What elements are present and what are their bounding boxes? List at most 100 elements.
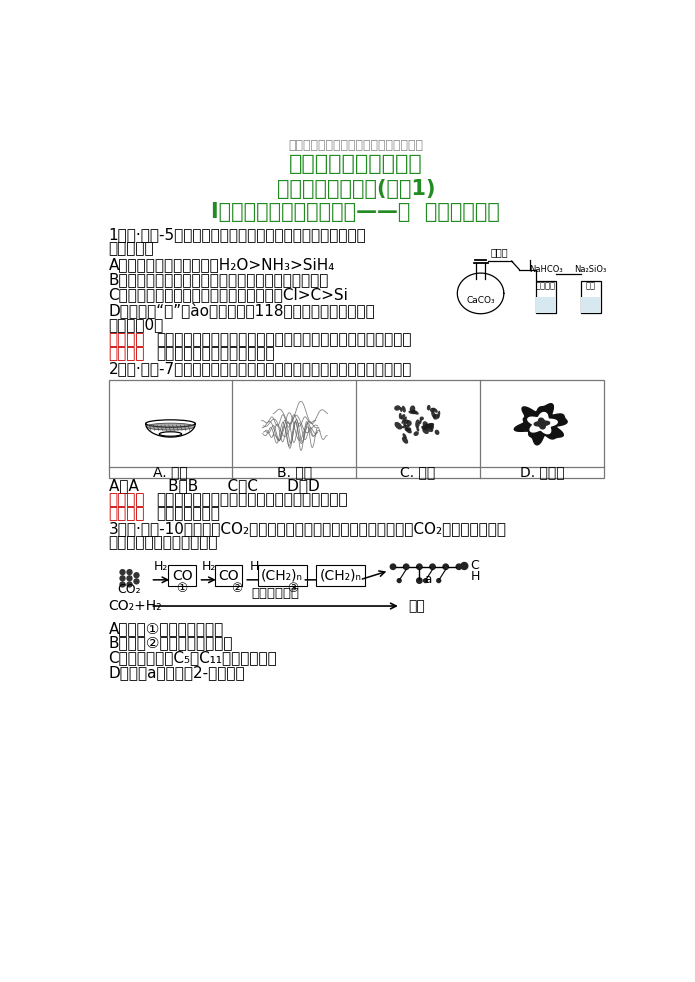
Circle shape	[134, 573, 139, 577]
Ellipse shape	[423, 421, 428, 428]
Bar	[537, 298, 555, 312]
Text: 溶液: 溶液	[586, 282, 596, 291]
Text: C: C	[471, 560, 480, 573]
Ellipse shape	[434, 430, 439, 435]
Text: B．氢元素与其它元素可形成共价化合物或离子化合物: B．氢元素与其它元素可形成共价化合物或离子化合物	[108, 272, 329, 287]
Text: Ⅰ一无机非金属材料的主角——硅  （碳族元素）: Ⅰ一无机非金属材料的主角——硅 （碳族元素）	[211, 201, 500, 222]
Ellipse shape	[402, 425, 410, 428]
Text: 稀盐酸: 稀盐酸	[491, 246, 508, 257]
Circle shape	[424, 578, 427, 582]
Text: 如下。下列说法不正确的是: 如下。下列说法不正确的是	[108, 535, 218, 550]
Ellipse shape	[414, 431, 419, 436]
Text: D．图中a的名称是2-甲基丁烷: D．图中a的名称是2-甲基丁烷	[108, 665, 245, 680]
Ellipse shape	[403, 423, 407, 426]
Text: 不正确的是: 不正确的是	[108, 242, 154, 256]
Ellipse shape	[423, 428, 429, 434]
Circle shape	[134, 579, 139, 584]
Text: (CH₂)ₙ: (CH₂)ₙ	[319, 569, 361, 583]
Polygon shape	[528, 412, 557, 434]
Text: 【考点】: 【考点】	[108, 492, 145, 508]
Text: H₂: H₂	[154, 560, 168, 573]
Circle shape	[127, 575, 132, 580]
Text: H₂: H₂	[202, 560, 215, 573]
Ellipse shape	[402, 406, 406, 412]
Ellipse shape	[425, 425, 433, 432]
Ellipse shape	[422, 427, 426, 429]
Text: C．汽油主要是C₅～C₁₁的烃类混合物: C．汽油主要是C₅～C₁₁的烃类混合物	[108, 650, 277, 665]
Text: B. 丝绸: B. 丝绸	[277, 465, 312, 479]
Text: CO: CO	[218, 569, 239, 583]
Text: 多功能催化剂: 多功能催化剂	[251, 587, 300, 600]
Text: 元素周期律与元素周期表专题: 元素周期律与元素周期表专题	[156, 346, 275, 361]
Text: D．用中文“䩝”（ào）命名的第118号元素在周期表中位于: D．用中文“䩝”（ào）命名的第118号元素在周期表中位于	[108, 302, 375, 318]
Text: B．反应②中只有碳碳键形式: B．反应②中只有碳碳键形式	[108, 635, 233, 650]
Bar	[581, 298, 600, 312]
Text: 第七周期0族: 第七周期0族	[108, 317, 164, 332]
Polygon shape	[534, 418, 550, 429]
Bar	[580, 281, 600, 313]
Ellipse shape	[404, 419, 409, 424]
Circle shape	[416, 564, 422, 570]
Circle shape	[398, 578, 401, 582]
Text: ③: ③	[286, 582, 298, 595]
Ellipse shape	[147, 423, 195, 430]
Text: 高考化学真题分类汇编: 高考化学真题分类汇编	[289, 154, 423, 174]
Ellipse shape	[407, 420, 411, 426]
Ellipse shape	[409, 406, 416, 412]
Text: (CH₂)ₙ: (CH₂)ₙ	[261, 569, 303, 583]
Text: A．A      B．B      C．C      D．D: A．A B．B C．C D．D	[108, 478, 319, 493]
Ellipse shape	[415, 419, 420, 428]
Text: 2．（·北京-7）古丝绸之路贸易中的下列商品，主要成分属于无机物的是: 2．（·北京-7）古丝绸之路贸易中的下列商品，主要成分属于无机物的是	[108, 361, 412, 376]
Ellipse shape	[402, 437, 408, 444]
Text: 3．（·北京-10）中国在CO₂催化加氢制取汽油方面取得突破性进展，CO₂转化过程示意图: 3．（·北京-10）中国在CO₂催化加氢制取汽油方面取得突破性进展，CO₂转化过…	[108, 521, 507, 536]
Text: 饱和溶液: 饱和溶液	[536, 282, 556, 291]
Text: ①: ①	[177, 582, 188, 595]
Text: CO₂+H₂: CO₂+H₂	[108, 599, 162, 613]
Text: 汽油: 汽油	[409, 599, 425, 613]
Text: H₂: H₂	[250, 560, 264, 573]
Ellipse shape	[427, 423, 434, 427]
Text: CO: CO	[172, 569, 193, 583]
Ellipse shape	[394, 406, 400, 410]
Circle shape	[430, 564, 435, 570]
Ellipse shape	[409, 410, 416, 414]
Text: 【专题】: 【专题】	[108, 346, 145, 361]
Text: 物质的分类专题: 物质的分类专题	[156, 506, 220, 521]
Bar	[536, 281, 556, 313]
Circle shape	[120, 575, 125, 580]
Circle shape	[461, 573, 468, 579]
Ellipse shape	[433, 413, 439, 419]
Ellipse shape	[419, 419, 422, 424]
Text: D. 中草药: D. 中草药	[520, 465, 564, 479]
Ellipse shape	[429, 425, 434, 430]
Ellipse shape	[400, 414, 405, 419]
Circle shape	[443, 564, 448, 570]
Ellipse shape	[412, 409, 419, 414]
Circle shape	[391, 564, 395, 570]
Ellipse shape	[404, 427, 411, 431]
Ellipse shape	[423, 425, 427, 430]
Ellipse shape	[431, 411, 436, 418]
Polygon shape	[514, 404, 567, 445]
Text: 【考点】: 【考点】	[108, 332, 145, 347]
Text: 无机化合物与有机化合物的概念、硒及其化合物: 无机化合物与有机化合物的概念、硒及其化合物	[156, 492, 348, 508]
Circle shape	[120, 570, 125, 574]
Text: 1．（·天津-5）根据元素周期表和元素周期律，判断下列叙述: 1．（·天津-5）根据元素周期表和元素周期律，判断下列叙述	[108, 228, 366, 243]
Text: a: a	[424, 573, 432, 586]
Bar	[108, 380, 604, 478]
Ellipse shape	[437, 410, 440, 418]
Text: 元素周期律和元素周期表的综合应用；碳酸盐与硒酸盐的性质。: 元素周期律和元素周期表的综合应用；碳酸盐与硒酸盐的性质。	[156, 332, 412, 347]
Circle shape	[120, 582, 125, 587]
Text: CO₂: CO₂	[117, 583, 141, 596]
Text: A．反应①的产物中含有水: A．反应①的产物中含有水	[108, 621, 224, 636]
Circle shape	[456, 564, 461, 570]
Ellipse shape	[420, 416, 424, 420]
Circle shape	[461, 563, 468, 570]
Text: Na₂SiO₃: Na₂SiO₃	[575, 265, 607, 274]
Ellipse shape	[416, 427, 419, 431]
Text: C．如图所示实验可证明元素的非金属性：Cl>C>Si: C．如图所示实验可证明元素的非金属性：Cl>C>Si	[108, 287, 348, 301]
Ellipse shape	[400, 407, 402, 412]
Ellipse shape	[405, 427, 412, 433]
Text: CaCO₃: CaCO₃	[466, 296, 495, 304]
Circle shape	[127, 570, 132, 574]
